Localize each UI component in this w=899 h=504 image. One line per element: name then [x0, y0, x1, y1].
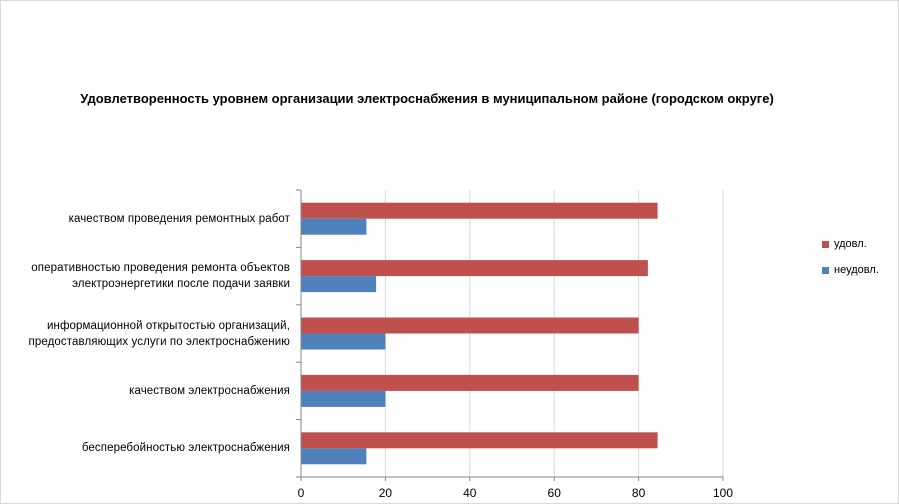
- bar-unsatisfied-4: [301, 448, 367, 465]
- x-tick-label-100: 100: [713, 486, 733, 500]
- bar-unsatisfied-1: [301, 276, 377, 293]
- x-tick-label-0: 0: [298, 486, 305, 500]
- category-label-line: электроэнергетики после подачи заявки: [72, 278, 290, 291]
- bar-satisfied-0: [301, 202, 658, 219]
- bar-unsatisfied-3: [301, 390, 386, 407]
- bar-satisfied-1: [301, 260, 648, 277]
- category-label-3: качеством электроснабжения: [0, 383, 290, 399]
- category-label-line: предоставляющих услуги по электроснабжен…: [28, 335, 290, 348]
- bar-unsatisfied-2: [301, 333, 386, 350]
- category-label-4: бесперебойностью электроснабжения: [0, 440, 290, 456]
- category-label-2: информационной открытостью организаций, п…: [0, 318, 290, 350]
- category-label-line: бесперебойностью электроснабжения: [81, 442, 290, 455]
- x-tick-label-40: 40: [463, 486, 477, 500]
- bar-satisfied-2: [301, 317, 639, 334]
- legend: удовл. неудовл.: [822, 233, 879, 285]
- bar-unsatisfied-0: [301, 218, 367, 235]
- x-tick-label-60: 60: [548, 486, 562, 500]
- chart-title: Удовлетворенность уровнем организации эл…: [80, 91, 774, 106]
- category-label-line: качеством проведения ремонтных работ: [68, 212, 290, 225]
- category-label-line: информационной открытостью организаций,: [46, 319, 290, 332]
- legend-swatch: [822, 240, 829, 248]
- legend-label: удовл.: [834, 238, 867, 250]
- x-tick-label-20: 20: [379, 486, 393, 500]
- x-tick-label-80: 80: [632, 486, 646, 500]
- category-label-line: оперативностью проведения ремонта объект…: [31, 262, 290, 275]
- bar-satisfied-4: [301, 432, 658, 449]
- category-label-1: оперативностью проведения ремонта объект…: [0, 260, 290, 292]
- legend-swatch: [822, 266, 829, 274]
- category-label-0: качеством проведения ремонтных работ: [0, 211, 290, 227]
- bar-satisfied-3: [301, 374, 639, 391]
- category-label-line: качеством электроснабжения: [129, 384, 290, 397]
- legend-item-satisfied: удовл.: [822, 233, 879, 255]
- legend-label: неудовл.: [834, 264, 879, 276]
- legend-item-unsatisfied: неудовл.: [822, 259, 879, 281]
